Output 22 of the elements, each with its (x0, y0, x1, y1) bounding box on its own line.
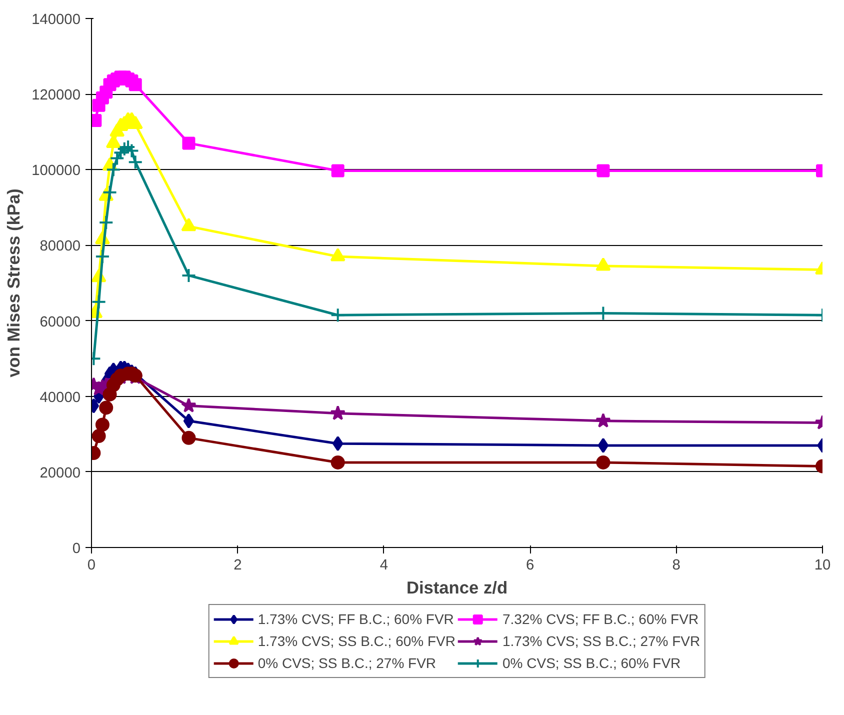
legend-label: 0% CVS; SS B.C.; 60% FVR (502, 655, 681, 671)
y-tick-label: 100000 (32, 163, 81, 180)
y-tick-label: 0 (72, 541, 81, 557)
y-axis-title: von Mises Stress (kPa) (4, 188, 24, 378)
y-tick-label: 20000 (40, 465, 81, 482)
x-tick-label: 4 (380, 558, 388, 574)
x-tick-label: 10 (814, 558, 831, 574)
y-tick-label: 140000 (32, 12, 81, 28)
x-tick-label: 0 (87, 558, 96, 574)
y-tick-label: 80000 (40, 238, 81, 255)
x-tick-label: 6 (526, 558, 534, 574)
y-tick-label: 60000 (40, 314, 81, 330)
x-axis-title: Distance z/d (406, 578, 508, 598)
y-tick-label: 40000 (40, 390, 81, 406)
legend-label: 7.32% CVS; FF B.C.; 60% FVR (502, 611, 699, 627)
y-tick-label: 120000 (32, 88, 81, 104)
x-tick-label: 8 (672, 558, 680, 574)
legend-label: 1.73% CVS; FF B.C.; 60% FVR (258, 611, 454, 627)
x-tick-label: 2 (234, 558, 242, 574)
legend-label: 1.73% CVS; SS B.C.; 27% FVR (502, 633, 700, 649)
legend-label: 0% CVS; SS B.C.; 27% FVR (258, 655, 436, 671)
legend-label: 1.73% CVS; SS B.C.; 60% FVR (258, 633, 456, 649)
